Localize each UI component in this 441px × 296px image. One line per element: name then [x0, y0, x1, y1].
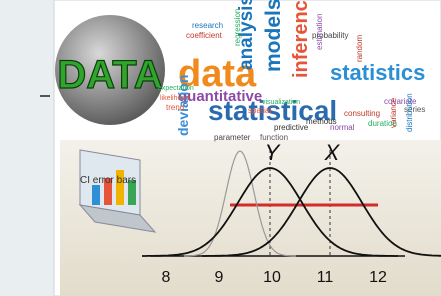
cloud-word: normal: [330, 123, 355, 132]
cloud-word: spatial: [248, 106, 271, 115]
cloud-word: expectation: [158, 85, 194, 92]
cloud-word: likelihood: [160, 95, 189, 102]
cloud-word: coefficient: [186, 31, 223, 40]
axis-tick-label: 11: [317, 269, 334, 286]
axis-tick-label: 9: [215, 269, 224, 286]
cloud-word: duration: [368, 119, 397, 128]
badge: DATA: [57, 53, 162, 97]
axis-tick-label: 12: [369, 269, 387, 286]
cloud-word: estimation: [315, 14, 324, 50]
cloud-word: trend: [166, 103, 184, 112]
cloud-word: random: [355, 35, 364, 62]
axis-tick-label: 8: [162, 269, 171, 286]
curve-label: X: [324, 140, 341, 165]
cloud-word: distribution: [405, 93, 414, 132]
axis-tick-label: 10: [263, 269, 281, 286]
cloud-word: research: [192, 21, 223, 30]
collage: DATA CI error bars dataanalysismodelsinf…: [0, 0, 441, 296]
cloud-word: consulting: [344, 109, 380, 118]
cloud-word: inference: [290, 0, 312, 78]
cloud-word: predictive: [274, 123, 309, 132]
cloud-word: visualization: [262, 99, 300, 106]
cloud-word: regression: [233, 9, 242, 46]
cloud-word: parameter: [214, 133, 251, 142]
cloud-word: models: [262, 0, 285, 72]
cloud-word: statistics: [330, 60, 425, 85]
curve-label: Y: [265, 140, 281, 165]
legend-text: CI error bars: [80, 175, 136, 186]
page: DATA CI error bars dataanalysismodelsinf…: [0, 0, 441, 296]
